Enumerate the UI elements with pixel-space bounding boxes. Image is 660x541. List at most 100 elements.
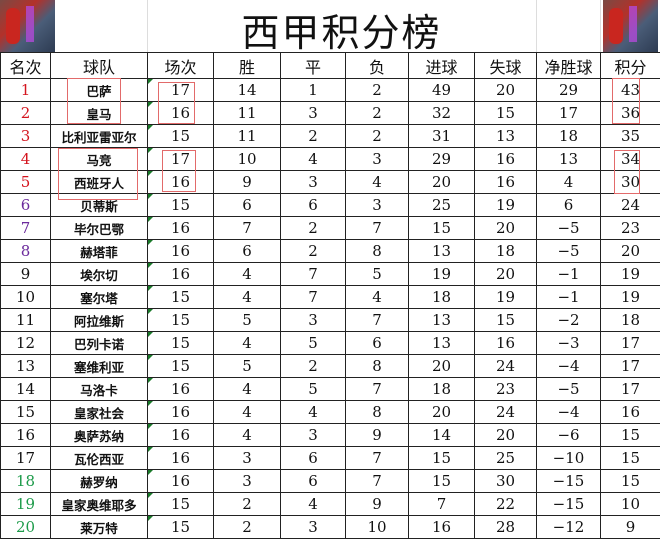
cell-won: 2 [213, 515, 281, 539]
cell-goals-against: 13 [474, 124, 537, 148]
cell-goals-for: 31 [408, 124, 475, 148]
cell-goals-for: 18 [408, 285, 475, 309]
cell-won: 6 [213, 239, 281, 263]
table-row: 20 莱万特 15 2 3 10 16 28 −12 9 [0, 515, 660, 539]
cell-lost: 5 [345, 262, 409, 286]
cell-team: 塞尔塔 [50, 285, 148, 309]
cell-points: 16 [600, 400, 660, 424]
cell-drawn: 1 [280, 78, 346, 102]
cell-played: 15 [147, 308, 214, 332]
cell-drawn: 6 [280, 193, 346, 217]
cell-won: 3 [213, 446, 281, 470]
cell-goals-for: 19 [408, 262, 475, 286]
cell-drawn: 4 [280, 147, 346, 171]
title-row: 西甲积分榜 [0, 0, 660, 55]
cell-lost: 2 [345, 78, 409, 102]
cell-lost: 10 [345, 515, 409, 539]
cell-goal-diff: 4 [536, 170, 601, 194]
cell-rank: 18 [0, 469, 51, 493]
cell-goals-against: 23 [474, 377, 537, 401]
cell-drawn: 6 [280, 469, 346, 493]
cell-points: 19 [600, 262, 660, 286]
cell-goal-diff: 13 [536, 147, 601, 171]
table-row: 9 埃尔切 16 4 7 5 19 20 −1 19 [0, 262, 660, 286]
cell-goal-diff: −3 [536, 331, 601, 355]
cell-goal-diff: 17 [536, 101, 601, 125]
cell-points: 17 [600, 331, 660, 355]
cell-rank: 7 [0, 216, 51, 240]
page-title: 西甲积分榜 [241, 11, 442, 55]
cell-points: 9 [600, 515, 660, 539]
cell-team: 贝蒂斯 [50, 193, 148, 217]
table-row: 16 奥萨苏纳 16 4 3 9 14 20 −6 15 [0, 423, 660, 447]
cell-lost: 4 [345, 170, 409, 194]
cell-goals-for: 20 [408, 170, 475, 194]
cell-goals-against: 20 [474, 423, 537, 447]
cell-played: 16 [147, 423, 214, 447]
cell-goals-against: 18 [474, 239, 537, 263]
slam-dunk-thumbnail-right [603, 0, 658, 52]
cell-rank: 15 [0, 400, 51, 424]
cell-points: 15 [600, 469, 660, 493]
cell-lost: 7 [345, 469, 409, 493]
cell-rank: 2 [0, 101, 51, 125]
cell-lost: 6 [345, 331, 409, 355]
cell-won: 4 [213, 262, 281, 286]
cell-won: 4 [213, 331, 281, 355]
cell-goals-for: 29 [408, 147, 475, 171]
cell-played: 15 [147, 285, 214, 309]
cell-goals-for: 15 [408, 446, 475, 470]
cell-points: 30 [600, 170, 660, 194]
cell-rank: 11 [0, 308, 51, 332]
cell-lost: 9 [345, 423, 409, 447]
cell-goal-diff: −10 [536, 446, 601, 470]
table-row: 11 阿拉维斯 15 5 3 7 13 15 −2 18 [0, 308, 660, 332]
cell-rank: 9 [0, 262, 51, 286]
cell-played: 16 [147, 101, 214, 125]
table-row: 19 皇家奥维耶多 15 2 4 9 7 22 −15 10 [0, 492, 660, 516]
cell-won: 7 [213, 216, 281, 240]
cell-goals-against: 16 [474, 170, 537, 194]
cell-goal-diff: −15 [536, 492, 601, 516]
cell-team: 阿拉维斯 [50, 308, 148, 332]
table-row: 17 瓦伦西亚 16 3 6 7 15 25 −10 15 [0, 446, 660, 470]
cell-drawn: 2 [280, 239, 346, 263]
cell-played: 15 [147, 124, 214, 148]
cell-won: 5 [213, 354, 281, 378]
cell-won: 4 [213, 400, 281, 424]
cell-won: 3 [213, 469, 281, 493]
header-drawn: 平 [280, 52, 346, 79]
cell-lost: 7 [345, 308, 409, 332]
header-team: 球队 [50, 52, 148, 79]
cell-team: 赫罗纳 [50, 469, 148, 493]
cell-points: 17 [600, 354, 660, 378]
cell-goals-for: 13 [408, 308, 475, 332]
cell-drawn: 4 [280, 492, 346, 516]
cell-won: 2 [213, 492, 281, 516]
cell-rank: 1 [0, 78, 51, 102]
cell-points: 10 [600, 492, 660, 516]
cell-goal-diff: −2 [536, 308, 601, 332]
cell-rank: 6 [0, 193, 51, 217]
cell-played: 16 [147, 400, 214, 424]
cell-won: 11 [213, 101, 281, 125]
cell-points: 18 [600, 308, 660, 332]
cell-played: 15 [147, 492, 214, 516]
cell-goals-for: 32 [408, 101, 475, 125]
cell-goals-for: 25 [408, 193, 475, 217]
cell-lost: 7 [345, 216, 409, 240]
cell-team: 毕尔巴鄂 [50, 216, 148, 240]
header-row: 名次 球队 场次胜平负进球 失球 净胜球 积分 [0, 52, 660, 79]
cell-goal-diff: −5 [536, 216, 601, 240]
cell-rank: 5 [0, 170, 51, 194]
cell-goals-against: 24 [474, 400, 537, 424]
cell-goals-against: 20 [474, 78, 537, 102]
header-rank: 名次 [0, 52, 51, 79]
cell-goals-for: 13 [408, 239, 475, 263]
cell-goal-diff: −1 [536, 285, 601, 309]
cell-played: 16 [147, 469, 214, 493]
cell-points: 35 [600, 124, 660, 148]
cell-rank: 17 [0, 446, 51, 470]
cell-won: 10 [213, 147, 281, 171]
cell-drawn: 3 [280, 423, 346, 447]
